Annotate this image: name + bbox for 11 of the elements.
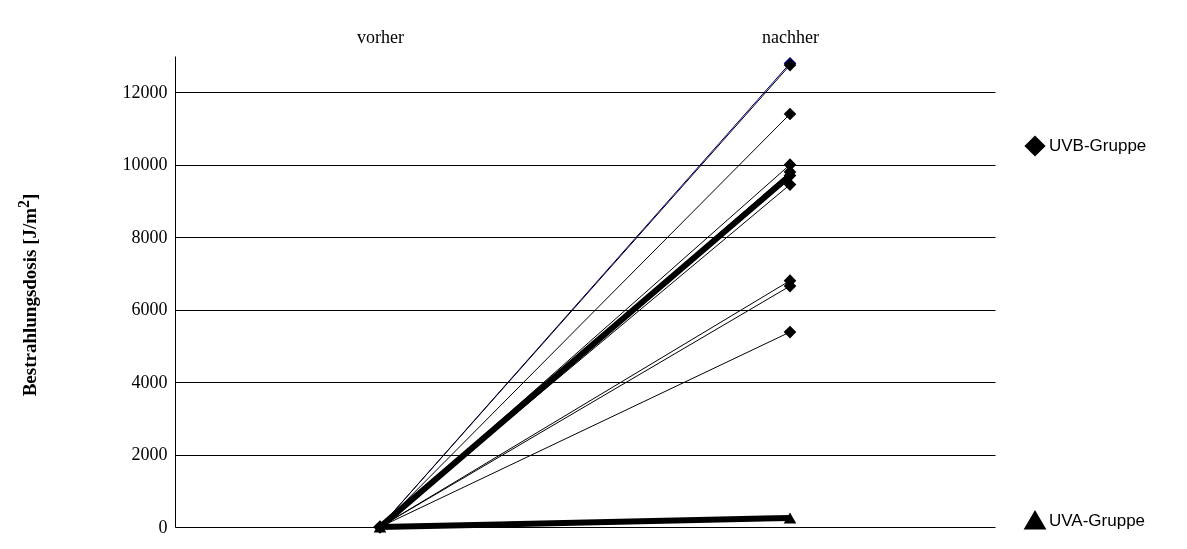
y-tick-label: 12000	[122, 81, 168, 102]
y-tick-label: 0	[158, 516, 168, 537]
legend-label: UVA-Gruppe	[1049, 511, 1146, 530]
legend-label: UVB-Gruppe	[1049, 136, 1147, 155]
x-tick-label: nachher	[762, 26, 819, 47]
x-tick-label: vorher	[357, 26, 404, 47]
y-tick-label: 4000	[131, 371, 168, 392]
y-tick-label: 6000	[131, 299, 168, 320]
y-tick-label: 2000	[131, 444, 168, 465]
y-tick-label: 10000	[122, 154, 168, 175]
y-tick-label: 8000	[131, 226, 168, 247]
